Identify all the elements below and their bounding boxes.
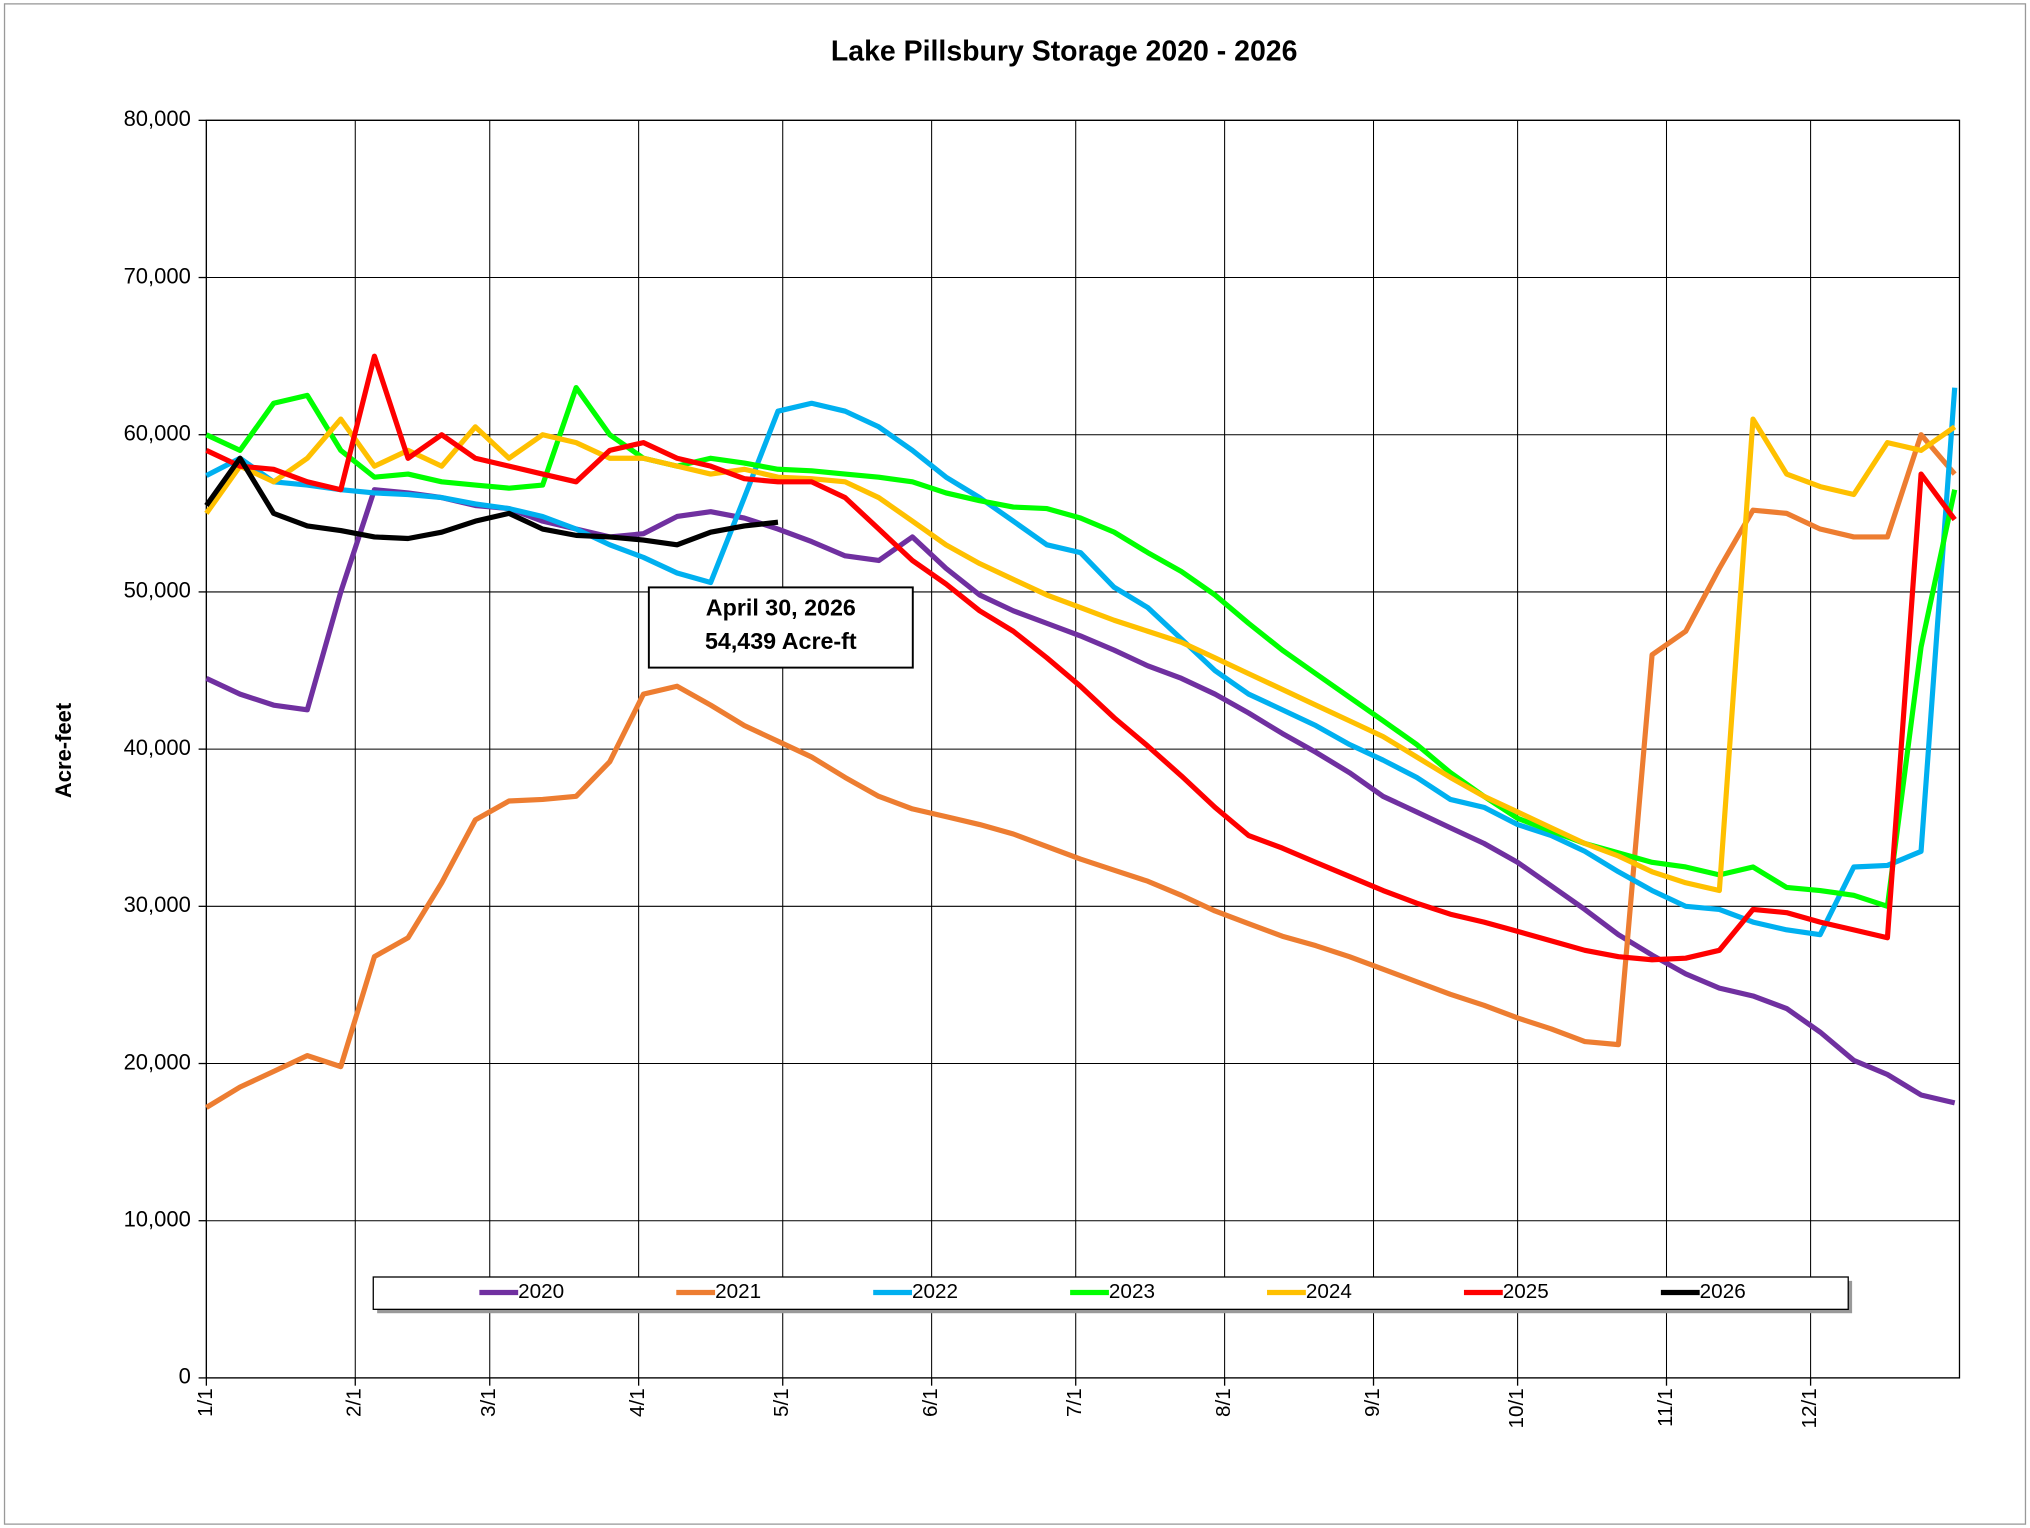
x-tick-label: 3/1 bbox=[477, 1388, 500, 1417]
legend-label: 2026 bbox=[1700, 1280, 1746, 1303]
annotation-box bbox=[647, 586, 914, 669]
x-tick-label: 2/1 bbox=[343, 1388, 366, 1417]
annotation-text: 54,439 Acre-ft bbox=[705, 628, 857, 654]
x-tick-label: 11/1 bbox=[1654, 1388, 1677, 1427]
series-line bbox=[204, 416, 1957, 894]
y-tick-label: 60,000 bbox=[124, 421, 191, 446]
series-line bbox=[205, 387, 1958, 938]
series-line bbox=[205, 432, 1957, 1110]
y-tick-label: 40,000 bbox=[124, 735, 191, 760]
legend-label: 2025 bbox=[1503, 1280, 1549, 1303]
legend-label: 2024 bbox=[1306, 1280, 1352, 1303]
legend-label: 2023 bbox=[1109, 1280, 1155, 1303]
y-tick-label: 30,000 bbox=[124, 892, 191, 917]
x-tick-label: 8/1 bbox=[1212, 1388, 1235, 1417]
legend-label: 2020 bbox=[518, 1280, 564, 1303]
chart-title: Lake Pillsbury Storage 2020 - 2026 bbox=[831, 36, 1298, 68]
y-tick-label: 80,000 bbox=[124, 106, 191, 131]
y-axis-label: Acre-feet bbox=[51, 702, 76, 798]
x-tick-label: 4/1 bbox=[626, 1388, 649, 1417]
y-tick-label: 20,000 bbox=[124, 1049, 191, 1074]
legend-label: 2021 bbox=[715, 1280, 761, 1303]
x-tick-label: 7/1 bbox=[1063, 1388, 1086, 1417]
x-tick-label: 12/1 bbox=[1798, 1388, 1821, 1428]
y-tick-label: 50,000 bbox=[124, 578, 191, 603]
y-tick-label: 70,000 bbox=[124, 263, 191, 288]
x-tick-label: 9/1 bbox=[1361, 1388, 1384, 1417]
x-tick-label: 10/1 bbox=[1505, 1388, 1528, 1428]
x-tick-label: 5/1 bbox=[770, 1388, 793, 1417]
x-tick-label: 6/1 bbox=[919, 1388, 942, 1417]
x-tick-label: 1/1 bbox=[194, 1388, 217, 1417]
legend-box bbox=[372, 1276, 1849, 1310]
legend-label: 2022 bbox=[912, 1280, 958, 1303]
series-line bbox=[205, 385, 1958, 909]
series-line bbox=[204, 455, 779, 548]
series-line bbox=[205, 353, 1957, 963]
annotation-text: April 30, 2026 bbox=[706, 595, 856, 621]
y-tick-label: 0 bbox=[179, 1364, 191, 1389]
y-tick-label: 10,000 bbox=[124, 1207, 191, 1232]
